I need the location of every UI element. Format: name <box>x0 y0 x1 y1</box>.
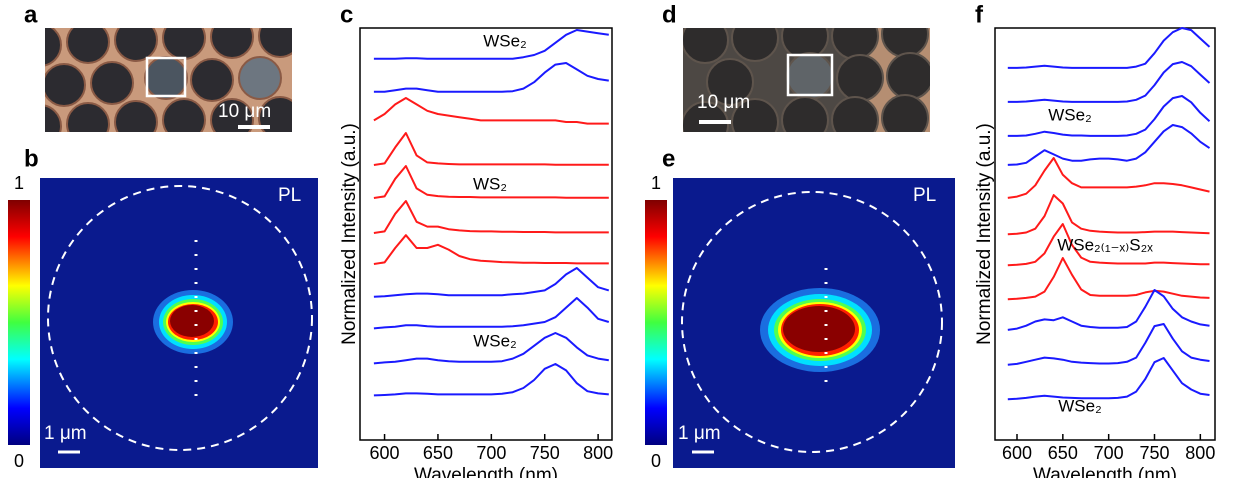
panel-label: c <box>340 1 353 28</box>
x-tick-label: 600 <box>1002 443 1032 463</box>
spectrum <box>373 132 609 166</box>
scale-bar-label: 10 μm <box>218 101 271 122</box>
plot-frame <box>359 27 613 441</box>
panel-label: d <box>662 1 677 28</box>
spectrum <box>1007 323 1210 366</box>
x-tick-label: 700 <box>1094 443 1124 463</box>
spectrum <box>373 234 609 265</box>
spectrum <box>1007 289 1210 331</box>
plot-frame <box>994 27 1216 441</box>
scale-bar-label: 1 μm <box>678 423 721 444</box>
dashed-circle <box>47 185 313 451</box>
panel-label: e <box>662 145 675 172</box>
spectrum <box>373 29 609 60</box>
annotation: WSe₂ <box>473 331 516 350</box>
x-tick-label: 650 <box>423 443 453 463</box>
annotation: WSe₂ <box>1048 105 1091 124</box>
spectrum <box>373 62 609 93</box>
pl-spot <box>153 290 233 354</box>
spectrum <box>1007 27 1211 69</box>
annotation: WS₂ <box>473 174 507 193</box>
spectrum <box>1007 223 1210 267</box>
spectrum <box>1007 194 1210 236</box>
map-label: PL <box>278 185 301 206</box>
highlight-box <box>786 53 834 97</box>
pl-spot <box>760 288 880 372</box>
spectrum <box>1007 157 1210 199</box>
dashed-circle <box>681 191 943 453</box>
x-axis-label: Wavelength (nm) <box>414 465 558 478</box>
annotation: WSe₂₍₁₋ₓ₎S₂ₓ <box>1057 235 1153 254</box>
spectrum <box>1007 257 1210 301</box>
highlight-box <box>145 56 187 98</box>
micrograph <box>45 28 292 132</box>
x-tick-label: 650 <box>1048 443 1078 463</box>
spectrum <box>373 363 609 397</box>
scale-bar-label: 10 μm <box>697 92 750 113</box>
spectrum <box>1007 61 1211 103</box>
panel-label: b <box>24 145 39 172</box>
spectrum <box>1007 124 1211 166</box>
micrograph <box>683 28 930 132</box>
spectrum <box>1007 357 1210 401</box>
spectrum <box>373 200 609 234</box>
y-axis-label: Normalized Intensity (a.u.) <box>974 123 995 345</box>
colorbar-tick: 0 <box>14 451 24 471</box>
colorbar-tick: 0 <box>651 451 661 471</box>
y-axis-label: Normalized Intensity (a.u.) <box>339 123 360 345</box>
spectrum <box>373 297 610 330</box>
x-tick-label: 750 <box>530 443 560 463</box>
x-tick-label: 750 <box>1139 443 1169 463</box>
colorbar-tick: 1 <box>14 173 24 193</box>
x-tick-label: 600 <box>370 443 400 463</box>
colorbar-tick: 1 <box>651 173 661 193</box>
x-axis-label: Wavelength (nm) <box>1033 465 1177 478</box>
panel-label: a <box>24 1 38 28</box>
x-tick-label: 800 <box>583 443 613 463</box>
spectrum <box>373 267 610 298</box>
colorbar <box>645 200 667 445</box>
x-tick-label: 700 <box>476 443 506 463</box>
panel-label: f <box>975 1 984 28</box>
colorbar <box>8 200 30 445</box>
annotation: WSe₂ <box>1058 396 1101 415</box>
spectrum <box>373 97 609 125</box>
spectrum <box>373 165 609 199</box>
annotation: WSe₂ <box>483 31 526 50</box>
spectrum <box>373 332 609 365</box>
spectrum <box>1007 95 1211 137</box>
scale-bar-label: 1 μm <box>44 423 87 444</box>
map-label: PL <box>913 185 936 206</box>
x-tick-label: 800 <box>1185 443 1215 463</box>
